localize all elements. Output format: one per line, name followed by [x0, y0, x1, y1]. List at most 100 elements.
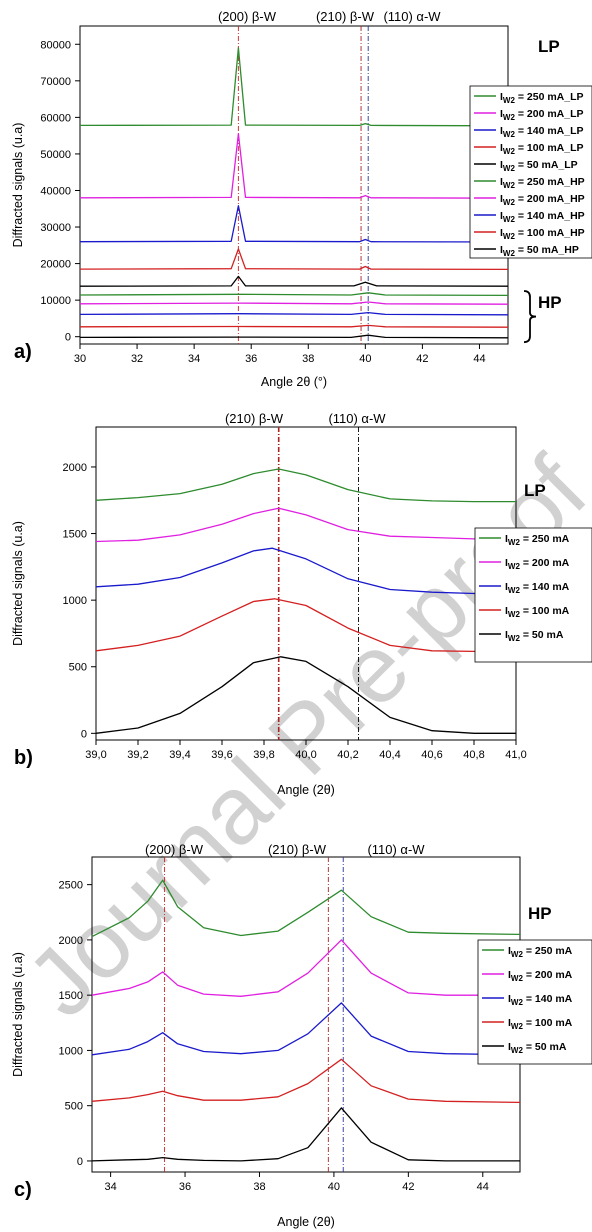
group-label: LP	[538, 37, 560, 56]
y-tick-label: 500	[69, 662, 87, 674]
legend-label-sub: W2	[508, 538, 521, 547]
legend-label-main: I	[500, 244, 503, 256]
legend-box	[477, 939, 592, 1065]
legend-label: IW2 = 250 mA_HP	[500, 176, 585, 190]
legend-label: IW2 = 200 mA_HP	[500, 193, 585, 207]
legend-label-sub: W2	[503, 181, 516, 190]
y-axis-title: Diffracted signals (u.a)	[11, 952, 25, 1077]
series-line-3	[95, 547, 516, 595]
y-tick-label: 20000	[40, 259, 71, 271]
legend-label-main: I	[508, 945, 511, 957]
x-tick-label: 34	[188, 353, 200, 365]
legend-label-main: I	[500, 176, 503, 188]
legend-label-sub: W2	[503, 249, 516, 258]
legend-label-rest: = 200 mA_LP	[515, 108, 584, 120]
x-tick-label: 34	[104, 1181, 116, 1193]
x-tick-label: 44	[477, 1181, 489, 1193]
peak-label: (200) β-W	[145, 842, 204, 857]
legend-label-main: I	[500, 193, 503, 205]
legend-label-rest: = 140 mA_LP	[515, 125, 584, 137]
legend-label-main: I	[505, 557, 508, 569]
legend-label-sub: W2	[503, 164, 516, 173]
series-line-2	[95, 507, 516, 543]
legend-label-rest: = 250 mA_HP	[515, 176, 585, 188]
series-line-4	[91, 1058, 521, 1104]
legend-label-rest: = 50 mA_LP	[515, 159, 578, 171]
hp-brace	[523, 290, 537, 344]
peak-label: (110) α-W	[328, 411, 386, 426]
legend-label-rest: = 200 mA_HP	[515, 193, 585, 205]
legend-label-rest: = 250 mA	[520, 533, 570, 545]
x-tick-label: 42	[402, 1181, 414, 1193]
legend-label-main: I	[508, 1017, 511, 1029]
series-line-5	[79, 275, 509, 287]
peak-label: (210) β-W	[316, 9, 375, 24]
legend-label-sub: W2	[503, 130, 516, 139]
y-axis-title: Diffracted signals (u.a)	[11, 123, 25, 248]
series-line-1	[79, 47, 509, 127]
legend-label-sub: W2	[511, 1022, 524, 1031]
legend-label: IW2 = 100 mA	[508, 1017, 573, 1031]
legend-label: IW2 = 100 mA_HP	[500, 227, 585, 241]
legend-box	[474, 527, 592, 663]
legend-label: IW2 = 250 mA	[508, 945, 573, 959]
group-label-hp: HP	[538, 293, 562, 312]
y-tick-label: 80000	[40, 39, 71, 51]
x-tick-label: 40,8	[463, 749, 484, 761]
x-tick-label: 36	[245, 353, 257, 365]
series-line-7	[79, 301, 509, 305]
x-axis-title: Angle 2θ (°)	[261, 375, 327, 389]
legend-label-main: I	[505, 629, 508, 641]
legend-label-sub: W2	[503, 198, 516, 207]
y-tick-label: 0	[77, 1156, 83, 1168]
legend-label-rest: = 100 mA	[523, 1017, 573, 1029]
legend-label: IW2 = 250 mA_LP	[500, 91, 584, 105]
legend-label-sub: W2	[508, 586, 521, 595]
y-tick-label: 70000	[40, 76, 71, 88]
x-tick-label: 38	[253, 1181, 265, 1193]
legend-label: IW2 = 140 mA_LP	[500, 125, 584, 139]
series-line-1	[95, 468, 516, 503]
x-tick-label: 41,0	[505, 749, 526, 761]
legend-label-rest: = 100 mA_HP	[515, 227, 585, 239]
legend-label: IW2 = 250 mA	[505, 533, 570, 547]
x-tick-label: 39,0	[85, 749, 106, 761]
y-tick-label: 0	[65, 332, 71, 344]
peak-label: (200) β-W	[218, 9, 277, 24]
series-line-6	[79, 292, 509, 297]
legend-label-sub: W2	[511, 1046, 524, 1055]
x-tick-label: 36	[179, 1181, 191, 1193]
legend-box	[469, 85, 592, 259]
legend-label-main: I	[505, 605, 508, 617]
x-tick-label: 32	[131, 353, 143, 365]
legend-label-sub: W2	[511, 974, 524, 983]
group-label: HP	[528, 904, 552, 923]
series-line-2	[79, 133, 509, 199]
chart-panel-c: 34 36 38 40 42 44 0 500 1000 1500 2000 2500 Angle (2…	[11, 842, 592, 1229]
legend-label: IW2 = 200 mA	[505, 557, 570, 571]
legend-label-rest: = 250 mA_LP	[515, 91, 584, 103]
series-line-3	[91, 1002, 521, 1056]
legend-label-rest: = 140 mA	[520, 581, 570, 593]
series-line-10	[79, 334, 509, 339]
peak-label: (210) β-W	[268, 842, 327, 857]
legend-label-rest: = 100 mA	[520, 605, 570, 617]
y-tick-label: 1000	[59, 1045, 83, 1057]
legend-label-main: I	[500, 108, 503, 120]
x-tick-label: 40,2	[337, 749, 358, 761]
series-line-4	[95, 598, 516, 653]
legend-label-main: I	[500, 210, 503, 222]
legend-label: IW2 = 50 mA_LP	[500, 159, 578, 173]
series-line-5	[95, 656, 516, 734]
legend-label-sub: W2	[503, 113, 516, 122]
plot-frame	[79, 25, 509, 345]
y-tick-label: 1500	[59, 990, 83, 1002]
legend-label: IW2 = 50 mA	[505, 629, 564, 643]
x-tick-label: 40	[359, 353, 371, 365]
legend-label-rest: = 50 mA_HP	[515, 244, 579, 256]
legend-label-sub: W2	[503, 232, 516, 241]
legend-label-rest: = 200 mA	[523, 969, 573, 981]
series-line-9	[79, 324, 509, 328]
legend-label: IW2 = 140 mA_HP	[500, 210, 585, 224]
panel-label: b)	[14, 747, 33, 769]
